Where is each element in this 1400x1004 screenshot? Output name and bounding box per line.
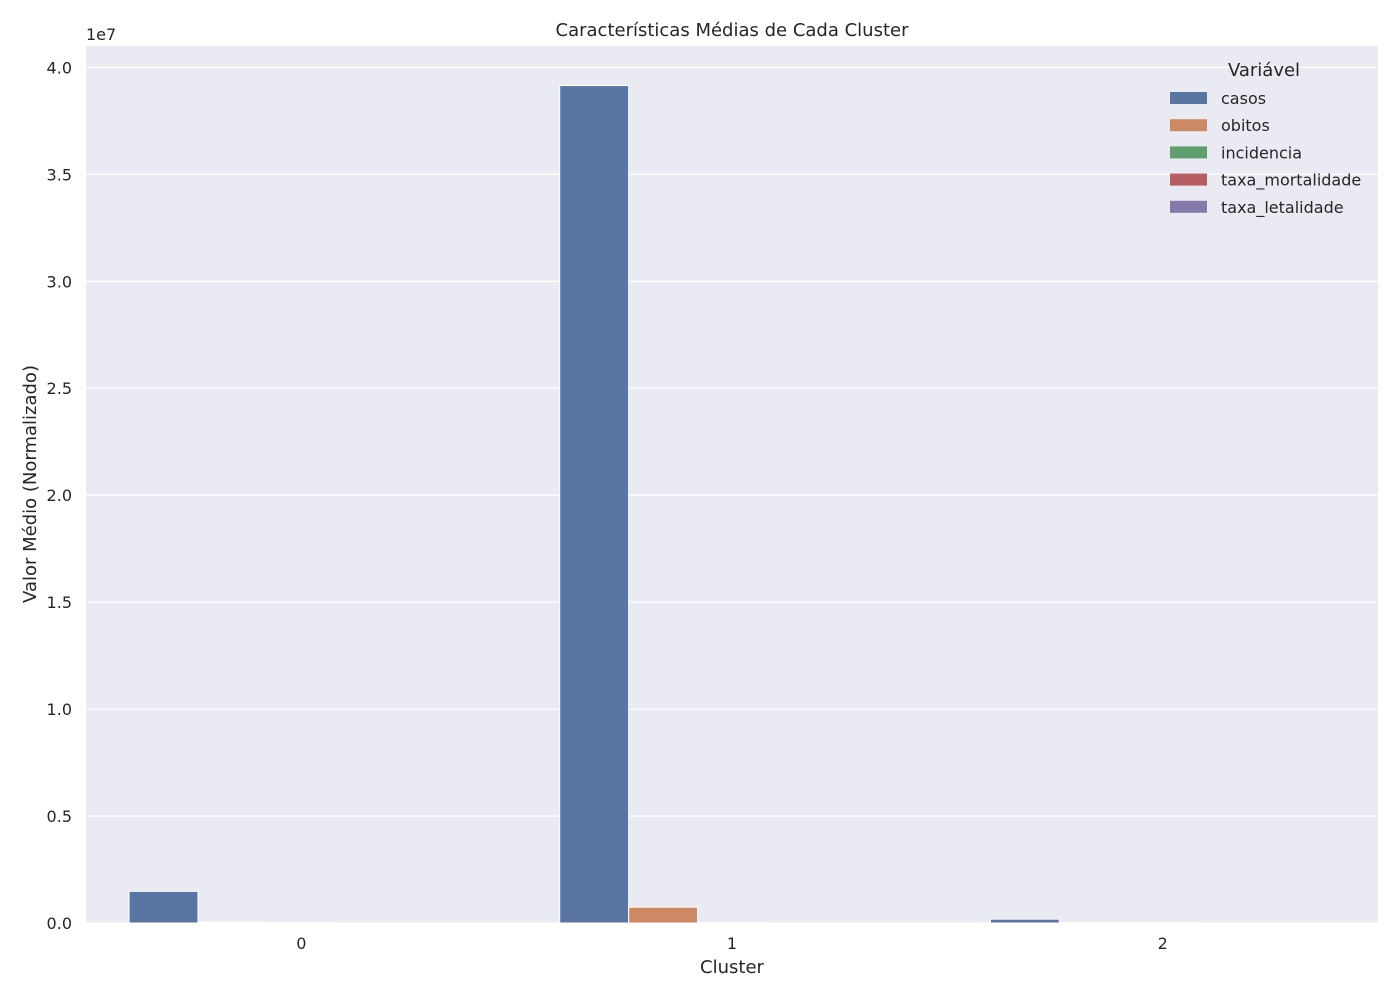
bar-casos-cluster-1 (560, 86, 629, 923)
legend-swatch-obitos (1170, 119, 1207, 131)
bar-casos-cluster-0 (129, 891, 198, 923)
legend-label-obitos: obitos (1221, 116, 1270, 135)
bar-casos-cluster-2 (990, 919, 1059, 923)
legend-label-taxa_mortalidade: taxa_mortalidade (1221, 171, 1361, 191)
legend-label-casos: casos (1221, 89, 1266, 108)
x-tick-labels: 0 1 2 (296, 934, 1168, 953)
y-tick-labels: 0.0 0.5 1.0 1.5 2.0 2.5 3.0 3.5 4.0 (47, 58, 72, 933)
y-axis-title: Valor Médio (Normalizado) (20, 365, 41, 603)
x-axis-title: Cluster (700, 957, 764, 978)
x-tick-label: 2 (1158, 934, 1168, 953)
legend-swatch-incidencia (1170, 146, 1207, 158)
legend-title: Variável (1228, 60, 1300, 81)
legend-swatch-casos (1170, 92, 1207, 104)
legend-label-incidencia: incidencia (1221, 143, 1302, 162)
x-tick-label: 1 (727, 934, 737, 953)
chart-title: Características Médias de Cada Cluster (556, 20, 910, 41)
x-tick-label: 0 (296, 934, 306, 953)
y-tick-label: 3.0 (47, 272, 72, 291)
y-tick-label: 3.5 (47, 165, 72, 184)
bar-obitos-cluster-0 (198, 922, 267, 923)
y-offset-label: 1e7 (86, 25, 116, 44)
legend-swatch-taxa_mortalidade (1170, 174, 1207, 186)
y-tick-label: 1.0 (47, 700, 72, 719)
y-tick-label: 2.0 (47, 486, 72, 505)
legend-swatch-taxa_letalidade (1170, 201, 1207, 213)
y-tick-label: 1.5 (47, 593, 72, 612)
legend-label-taxa_letalidade: taxa_letalidade (1221, 198, 1344, 218)
y-tick-label: 4.0 (47, 58, 72, 77)
bar-obitos-cluster-1 (629, 907, 698, 923)
y-tick-label: 0.0 (47, 914, 72, 933)
y-tick-label: 2.5 (47, 379, 72, 398)
y-tick-label: 0.5 (47, 807, 72, 826)
